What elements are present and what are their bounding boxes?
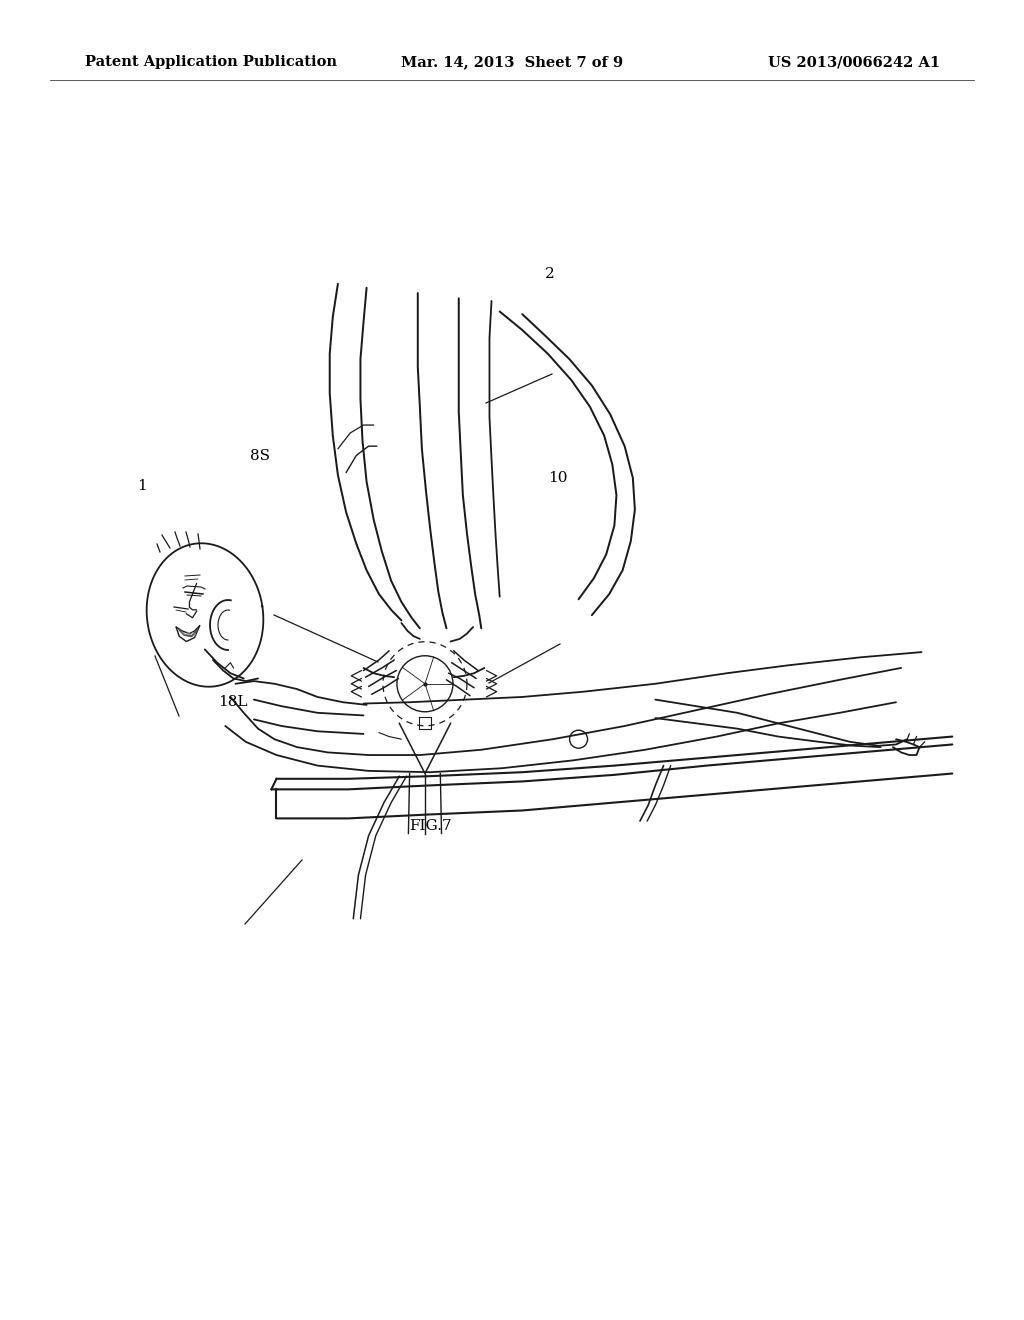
Text: US 2013/0066242 A1: US 2013/0066242 A1 [768,55,940,69]
Text: 10: 10 [548,471,567,484]
Text: 1: 1 [137,479,146,492]
Text: Mar. 14, 2013  Sheet 7 of 9: Mar. 14, 2013 Sheet 7 of 9 [401,55,623,69]
Text: 8S: 8S [250,449,270,463]
Text: Patent Application Publication: Patent Application Publication [85,55,337,69]
Text: 2: 2 [545,267,555,281]
Text: 18L: 18L [218,696,248,709]
Text: FIG.7: FIG.7 [409,818,452,833]
